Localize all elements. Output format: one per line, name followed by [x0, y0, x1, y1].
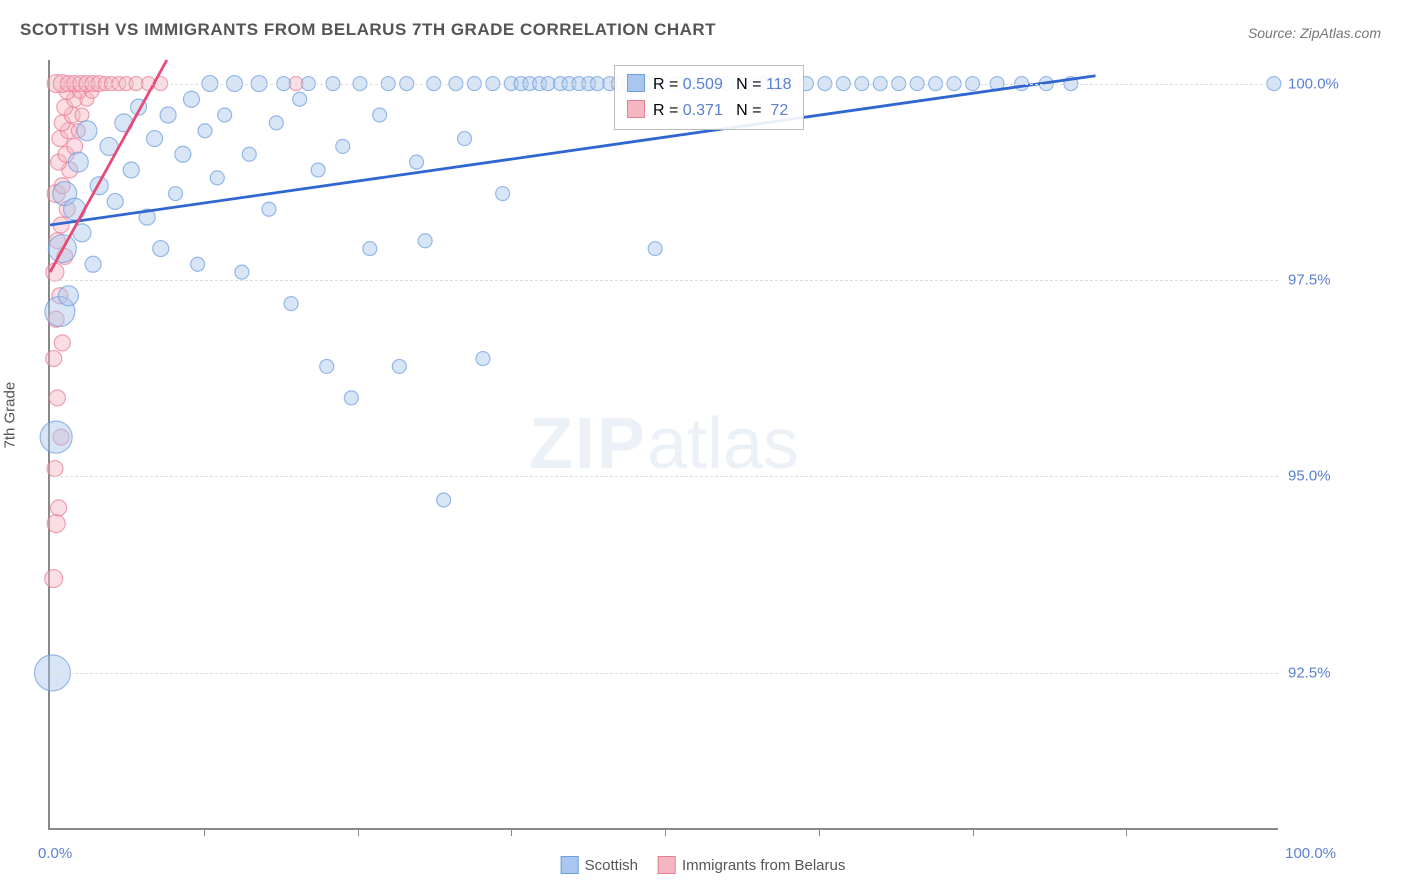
legend-stat-row: R = 0.509 N = 118 — [627, 72, 791, 98]
scottish-point — [363, 242, 377, 256]
scottish-point — [373, 108, 387, 122]
scottish-point — [77, 121, 97, 141]
scottish-point — [198, 124, 212, 138]
scottish-point — [107, 193, 123, 209]
belarus-point — [51, 500, 67, 516]
scottish-point — [344, 391, 358, 405]
y-tick-label: 97.5% — [1288, 272, 1331, 289]
scottish-point — [147, 131, 163, 147]
legend-item-scottish: Scottish — [561, 856, 638, 874]
belarus-point — [75, 108, 89, 122]
scottish-trendline — [50, 76, 1096, 225]
x-tick — [1126, 828, 1127, 836]
scottish-point — [153, 241, 169, 257]
x-tick — [358, 828, 359, 836]
scottish-point — [68, 152, 88, 172]
scottish-point — [218, 108, 232, 122]
x-tick — [665, 828, 666, 836]
scottish-point — [58, 286, 78, 306]
y-tick-label: 100.0% — [1288, 75, 1339, 92]
legend-item-belarus: Immigrants from Belarus — [658, 856, 845, 874]
x-tick — [973, 828, 974, 836]
scottish-point — [40, 421, 72, 453]
scottish-point — [392, 359, 406, 373]
scottish-point — [191, 257, 205, 271]
scottish-point — [476, 352, 490, 366]
belarus-point — [54, 335, 70, 351]
plot-area: ZIPatlas — [48, 60, 1278, 830]
legend-label: Immigrants from Belarus — [682, 857, 845, 874]
belarus-point — [49, 390, 65, 406]
stats-legend: R = 0.509 N = 118R = 0.371 N = 72 — [614, 65, 804, 130]
chart-title: SCOTTISH VS IMMIGRANTS FROM BELARUS 7TH … — [20, 20, 716, 40]
scottish-swatch — [561, 856, 579, 874]
x-axis-min-label: 0.0% — [38, 845, 72, 862]
belarus-point — [47, 515, 65, 533]
y-axis-title: 7th Grade — [2, 382, 19, 449]
gridline — [50, 280, 1278, 281]
scottish-point — [311, 163, 325, 177]
scottish-point — [235, 265, 249, 279]
belarus-point — [45, 570, 63, 588]
bottom-legend: Scottish Immigrants from Belarus — [561, 856, 846, 874]
plot-svg — [50, 60, 1278, 828]
scottish-point — [269, 116, 283, 130]
scottish-point — [418, 234, 432, 248]
scottish-point — [284, 297, 298, 311]
scottish-swatch — [627, 74, 645, 92]
legend-stat-row: R = 0.371 N = 72 — [627, 98, 791, 124]
scottish-point — [496, 187, 510, 201]
x-tick — [204, 828, 205, 836]
scottish-point — [458, 132, 472, 146]
scottish-point — [336, 139, 350, 153]
legend-label: Scottish — [585, 857, 638, 874]
scottish-point — [293, 92, 307, 106]
x-tick — [819, 828, 820, 836]
belarus-point — [47, 461, 63, 477]
scottish-point — [320, 359, 334, 373]
belarus-swatch — [627, 100, 645, 118]
scottish-point — [168, 187, 182, 201]
scottish-point — [410, 155, 424, 169]
scottish-point — [64, 198, 86, 220]
belarus-point — [46, 351, 62, 367]
x-axis-max-label: 100.0% — [1285, 845, 1336, 862]
source-attribution: Source: ZipAtlas.com — [1248, 25, 1381, 41]
x-tick — [511, 828, 512, 836]
belarus-swatch — [658, 856, 676, 874]
scottish-point — [210, 171, 224, 185]
scottish-point — [160, 107, 176, 123]
scottish-point — [123, 162, 139, 178]
gridline — [50, 476, 1278, 477]
y-tick-label: 95.0% — [1288, 468, 1331, 485]
scottish-point — [242, 147, 256, 161]
scottish-point — [85, 256, 101, 272]
scottish-point — [175, 146, 191, 162]
scottish-point — [262, 202, 276, 216]
gridline — [50, 673, 1278, 674]
scottish-point — [648, 242, 662, 256]
scottish-point — [437, 493, 451, 507]
y-tick-label: 92.5% — [1288, 664, 1331, 681]
scottish-point — [183, 91, 199, 107]
